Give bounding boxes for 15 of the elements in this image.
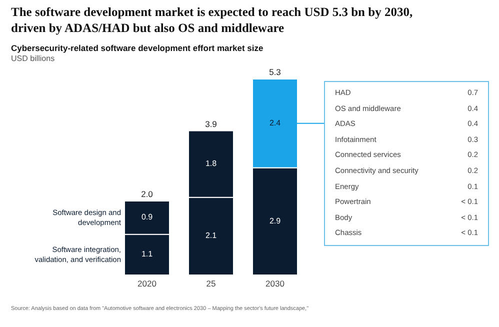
total-label: 5.3 <box>269 67 282 77</box>
data-label: 2.1 <box>205 231 218 240</box>
chart-title: The software development market is expected to reach USD 5.3 bn by 2030, driven by ADAS/HAD but also OS and middleware <box>11 4 414 36</box>
total-label: 2.0 <box>141 189 154 200</box>
x-tick-label: 2030 <box>266 278 285 288</box>
text: USD billions <box>11 54 55 63</box>
x-tick-label: 25 <box>206 278 216 288</box>
x-tick-label: 2020 <box>138 278 157 288</box>
chart-subtitle: Cybersecurity-related software development effort market size <box>11 43 264 53</box>
data-label: 0.9 <box>141 212 154 222</box>
data-label: 2.4 <box>269 118 282 128</box>
data-label: 1.8 <box>205 159 218 168</box>
data-label: 1.1 <box>141 250 154 259</box>
total-label: 3.9 <box>205 118 218 129</box>
data-label: 2.9 <box>269 216 282 226</box>
